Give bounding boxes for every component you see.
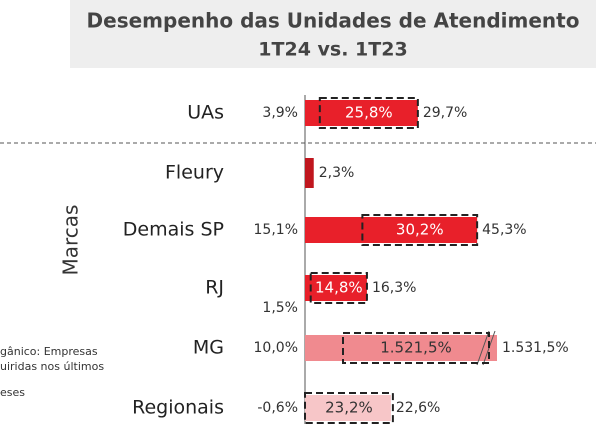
organic-label: -0,6% (257, 400, 298, 416)
organic-label: 15,1% (254, 222, 298, 238)
title-box (70, 0, 596, 68)
y-axis-label: Marcas (59, 205, 83, 276)
acquired-box (318, 97, 419, 129)
acquired-label: 14,8% (315, 279, 363, 297)
category-label: Regionais (132, 397, 224, 419)
bar (305, 275, 367, 301)
category-label: Fleury (165, 162, 224, 184)
bar (305, 100, 418, 126)
annotation: uiridas nos últimos (0, 360, 104, 373)
acquired-box (309, 272, 368, 304)
acquired-label: 23,2% (325, 399, 373, 417)
annotation: eses (0, 386, 25, 399)
acquired-box (361, 214, 479, 246)
total-label: 2,3% (319, 165, 355, 181)
category-label: RJ (205, 277, 224, 299)
acquired-label: 25,8% (345, 104, 393, 122)
total-label: 45,3% (482, 222, 526, 238)
category-label: UAs (187, 102, 224, 124)
organic-label: 10,0% (254, 340, 298, 356)
organic-label: 3,9% (262, 105, 298, 121)
annotation: gânico: Empresas (0, 345, 98, 358)
bar (305, 158, 314, 188)
acquired-box (304, 392, 394, 424)
category-label: Demais SP (123, 219, 224, 241)
total-label: 22,6% (396, 400, 440, 416)
chart-title: Desempenho das Unidades de Atendimento (87, 9, 580, 33)
category-label: MG (193, 337, 224, 359)
bar (305, 335, 497, 361)
chart-subtitle: 1T24 vs. 1T23 (258, 39, 407, 61)
bar (305, 217, 478, 243)
acquired-box (342, 332, 490, 364)
total-label: 1.531,5% (502, 340, 569, 356)
organic-label: 1,5% (262, 300, 298, 316)
total-label: 16,3% (372, 280, 416, 296)
bar (305, 395, 391, 421)
acquired-label: 1.521,5% (380, 339, 452, 357)
acquired-label: 30,2% (396, 221, 444, 239)
total-label: 29,7% (423, 105, 467, 121)
axis-break (476, 330, 490, 366)
